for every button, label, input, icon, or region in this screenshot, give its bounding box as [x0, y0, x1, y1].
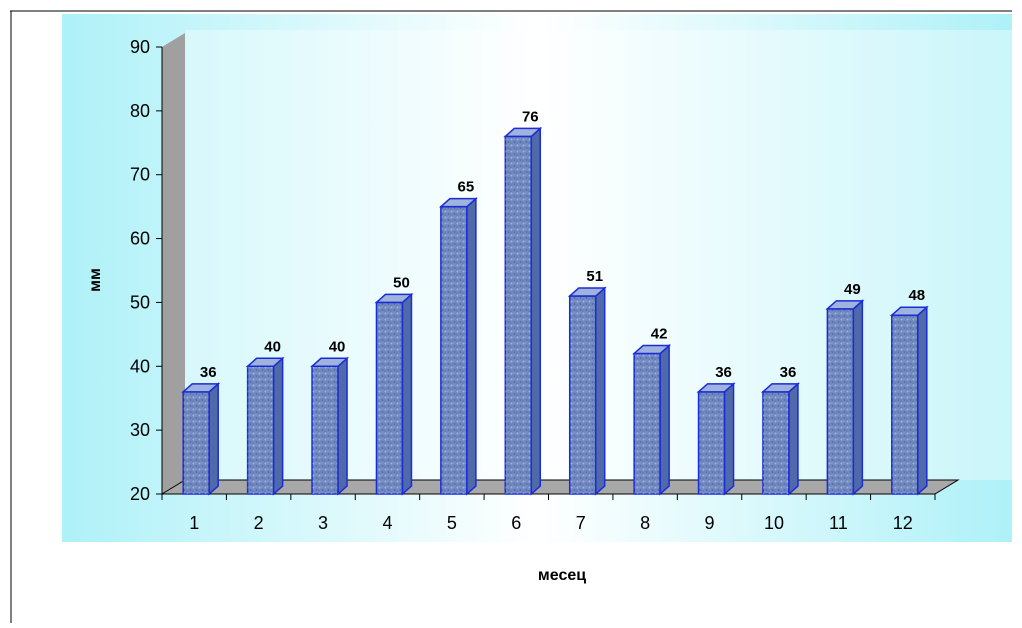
x-tick-label: 3 — [318, 513, 328, 533]
bar — [310, 356, 350, 496]
bar — [825, 299, 865, 496]
y-tick-label: 80 — [130, 101, 150, 121]
y-tick-label: 90 — [130, 37, 150, 57]
data-label: 36 — [780, 364, 797, 381]
bar-top — [760, 383, 800, 393]
x-tick-label: 12 — [893, 513, 913, 533]
bar-side — [272, 356, 284, 496]
bar-series — [181, 126, 929, 496]
y-tick-label: 50 — [130, 292, 150, 312]
y-tick-label: 60 — [130, 229, 150, 249]
data-label: 36 — [200, 364, 217, 381]
bar-side — [917, 305, 928, 496]
data-label: 40 — [264, 338, 281, 355]
bar — [181, 382, 221, 496]
data-label: 65 — [458, 179, 475, 196]
bar-top — [889, 306, 929, 316]
bar-top — [503, 127, 543, 138]
bar-side — [401, 292, 413, 496]
bar — [245, 356, 285, 496]
bar-side — [852, 299, 864, 496]
y-tick-label: 20 — [130, 484, 150, 504]
bar-side — [788, 382, 799, 496]
bar-texture — [440, 206, 467, 494]
bar-top — [181, 383, 221, 393]
data-labels: 36 40 40 50 65 76 51 42 36 36 49 48 — [200, 108, 925, 380]
data-label: 76 — [522, 108, 539, 125]
x-tick-label: 4 — [382, 513, 392, 533]
y-axis-title: мм — [87, 268, 104, 292]
bar-side — [530, 126, 542, 496]
x-tick-label: 11 — [829, 513, 848, 533]
bar-texture — [891, 315, 918, 494]
bar-side — [723, 382, 735, 496]
x-tick-label: 1 — [189, 513, 199, 533]
bar-side — [659, 343, 670, 496]
bar-top — [310, 357, 350, 368]
data-label: 49 — [844, 281, 861, 298]
bar-texture — [762, 391, 789, 494]
bar-texture — [376, 302, 403, 494]
x-tick-label: 10 — [764, 513, 784, 533]
bar-side — [337, 356, 348, 496]
x-tick-label: 2 — [254, 513, 264, 533]
bar-texture — [247, 366, 274, 494]
bar-top — [438, 197, 478, 208]
bar-top — [696, 383, 736, 393]
x-tick-label: 5 — [447, 513, 457, 533]
bar — [632, 343, 672, 496]
bar-top — [567, 287, 607, 297]
side-wall — [162, 33, 185, 494]
bar-texture — [312, 366, 339, 494]
data-label: 40 — [329, 338, 346, 355]
bar — [503, 126, 543, 496]
y-tick-label: 30 — [130, 420, 150, 440]
bar-top — [245, 357, 285, 368]
bar-texture — [827, 308, 854, 494]
x-tick-label: 7 — [576, 513, 586, 533]
y-tick-label: 40 — [130, 356, 150, 376]
bar-top — [374, 293, 414, 304]
bar-side — [466, 196, 477, 496]
data-label: 36 — [715, 364, 732, 381]
bar — [889, 305, 929, 496]
bar — [438, 196, 478, 496]
data-label: 42 — [651, 326, 668, 343]
x-tick-label: 6 — [511, 513, 521, 533]
bar — [760, 382, 800, 496]
x-tick-label: 8 — [640, 513, 650, 533]
bar-texture — [698, 391, 725, 494]
bar — [567, 286, 607, 496]
x-axis: 1 2 3 4 5 6 7 8 9 10 11 12 — [161, 493, 936, 533]
x-tick-label: 9 — [705, 513, 715, 533]
bar-texture — [505, 136, 532, 494]
bar-texture — [183, 391, 210, 494]
bar-top — [825, 300, 865, 310]
bar-side — [208, 382, 219, 496]
x-axis-title: месец — [538, 567, 586, 584]
y-tick-label: 70 — [130, 165, 150, 185]
bar — [696, 382, 736, 496]
data-label: 50 — [393, 274, 410, 291]
bar-texture — [634, 353, 661, 494]
data-label: 48 — [908, 287, 925, 304]
bar-texture — [569, 296, 596, 494]
data-label: 51 — [586, 268, 603, 285]
y-axis: 20 30 40 50 60 70 80 90 — [130, 37, 163, 504]
bar-side — [594, 286, 606, 496]
bar — [374, 292, 414, 496]
bar-top — [632, 344, 672, 355]
